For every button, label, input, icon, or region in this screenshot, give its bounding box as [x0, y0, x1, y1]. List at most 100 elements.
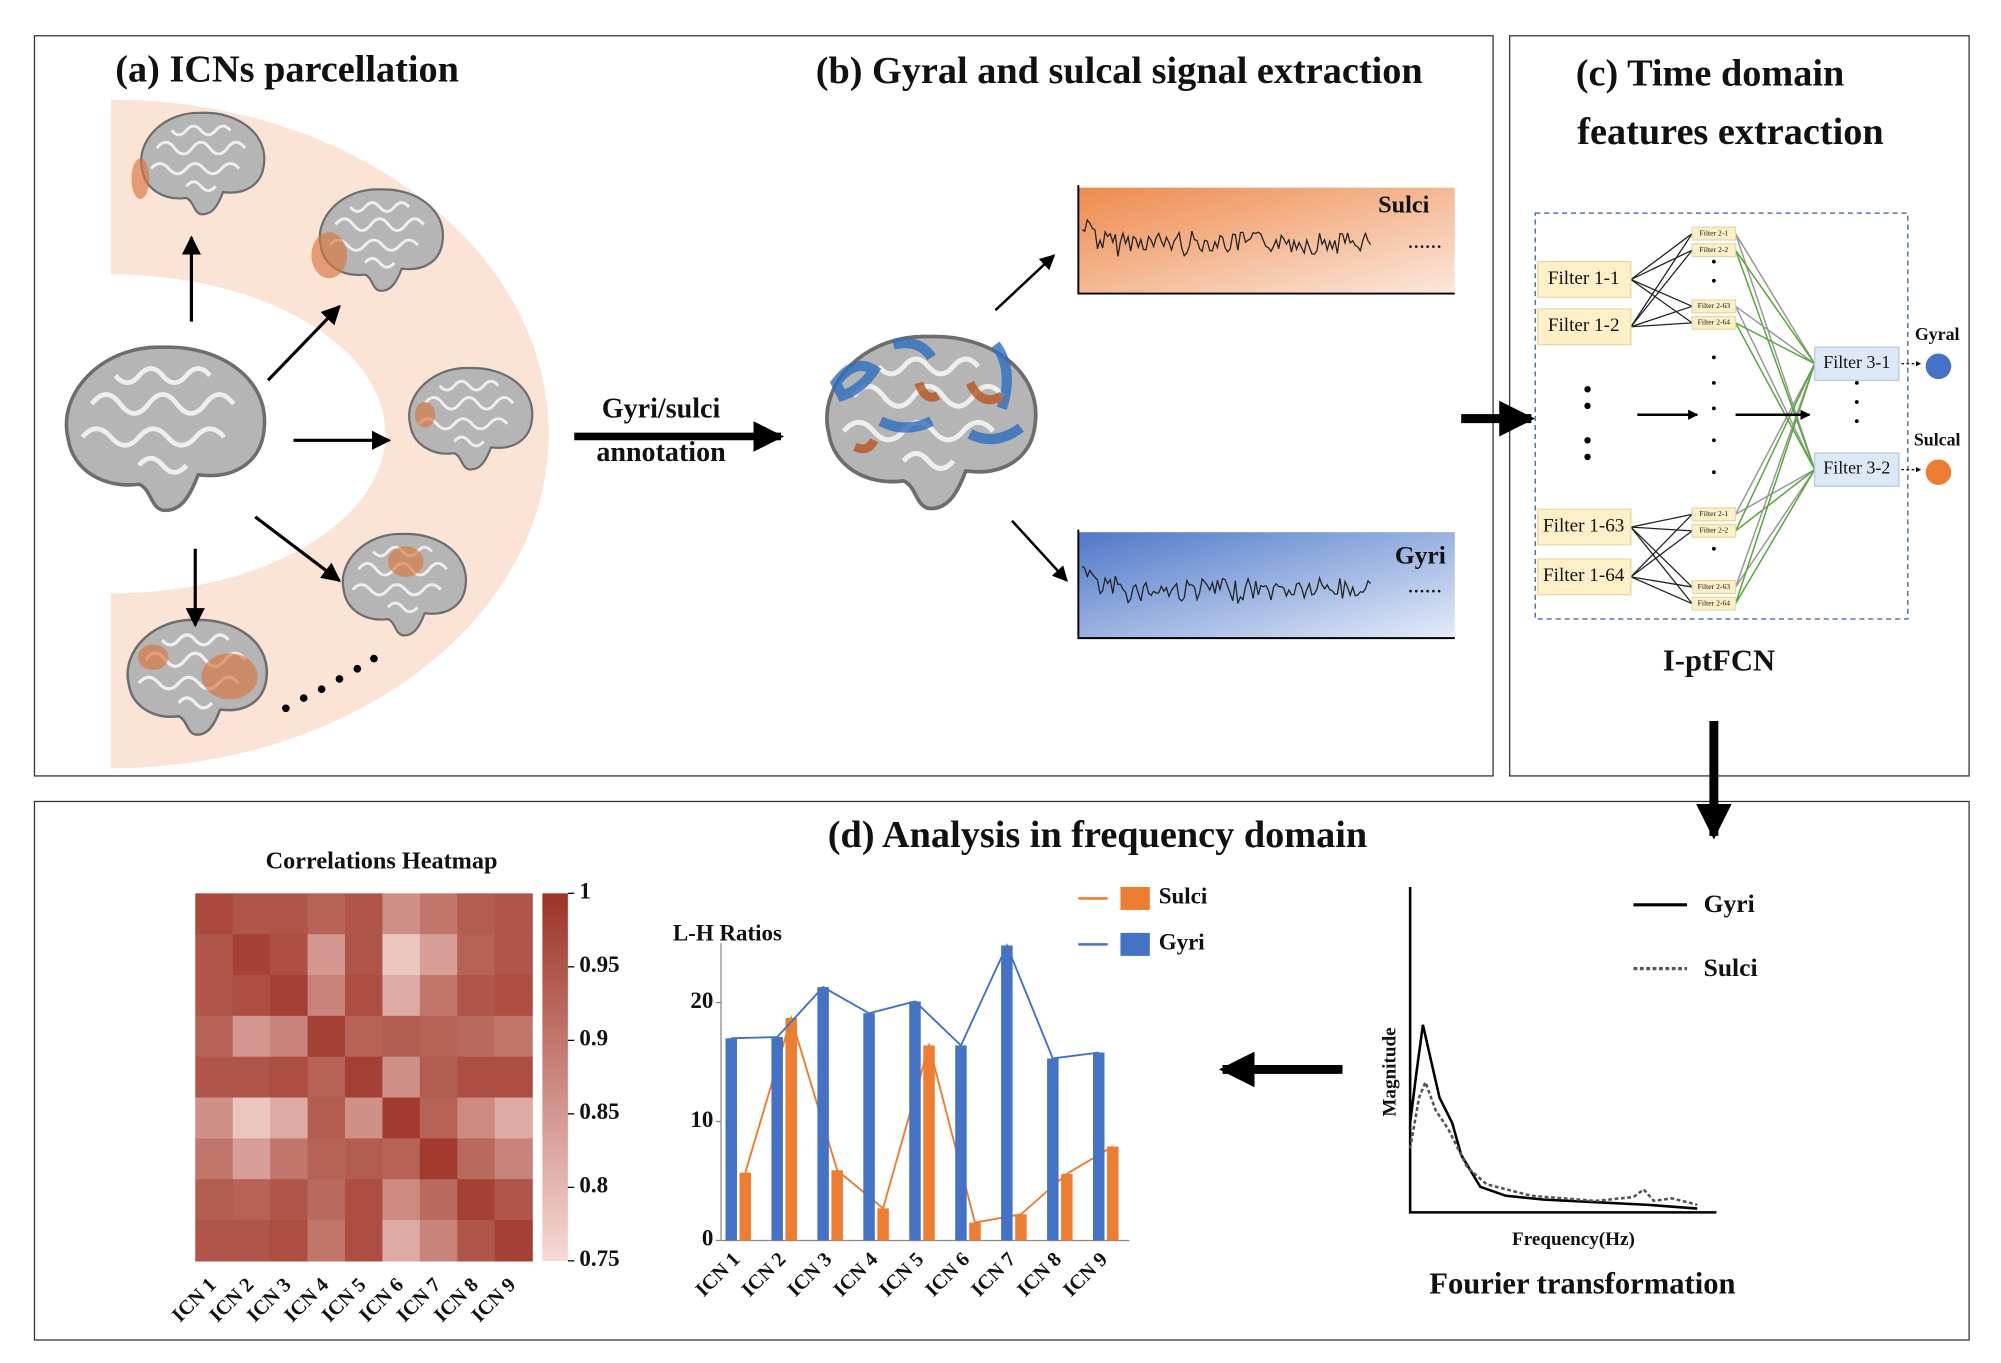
legend-swatch — [1120, 932, 1150, 956]
heatmap-cell — [494, 934, 533, 976]
legend-label: Gyri — [1159, 930, 1206, 955]
x-tick-label: ICN 7 — [967, 1248, 1020, 1301]
heatmap-cell — [344, 1179, 384, 1221]
connection — [1630, 576, 1693, 605]
x-axis-label: Frequency(Hz) — [1512, 1229, 1635, 1250]
colorbar-label: 0.85 — [579, 1099, 619, 1124]
filter-box — [1691, 523, 1737, 538]
heatmap-cell — [457, 1179, 496, 1221]
dot — [1854, 400, 1859, 404]
network: Filter 1-1 Filter 1-2 Filter 1-63 Filter 1-… — [1537, 226, 1961, 611]
heatmap-cell — [195, 1179, 234, 1221]
dot — [1711, 470, 1716, 475]
activation-patches — [131, 158, 436, 700]
heatmap-cell — [270, 1097, 309, 1139]
filter-label: Filter 2-1 — [1700, 509, 1729, 518]
heatmap-cell — [307, 1220, 346, 1262]
network-frame — [1534, 212, 1909, 620]
heatmap-cell — [270, 1056, 309, 1099]
connection — [1734, 249, 1816, 365]
output-node — [1925, 353, 1952, 380]
dot — [1854, 380, 1859, 385]
connection — [1630, 526, 1693, 605]
heatmap-cell — [419, 1015, 458, 1058]
dot — [1711, 406, 1716, 411]
heatmap-cell — [307, 934, 346, 976]
filter-label: Filter 2-1 — [1700, 228, 1729, 237]
heatmap-cell — [270, 934, 309, 976]
dot — [1711, 546, 1716, 551]
trend-line — [731, 943, 1099, 1060]
heatmap-cell — [270, 893, 309, 935]
heatmap-cell — [270, 1220, 309, 1262]
heatmap-cell — [382, 1015, 421, 1058]
signal-axes — [1077, 185, 1455, 640]
bar — [1093, 1052, 1105, 1241]
sulci-trace — [1081, 218, 1372, 257]
heatmap-cell — [307, 1015, 346, 1058]
filter-label: Filter 2-64 — [1698, 598, 1731, 607]
filter-box — [1691, 226, 1737, 241]
heatmap-cell — [494, 1056, 533, 1099]
heatmap-cell — [419, 1220, 458, 1262]
heatmap-cell — [419, 1179, 458, 1221]
filter-label: Filter 2-2 — [1700, 245, 1729, 254]
output-label: Sulcal — [1914, 430, 1961, 450]
heatmap-cell — [457, 1015, 496, 1058]
connection — [1735, 305, 1816, 365]
ellipsis: ...... — [1408, 572, 1442, 597]
connection — [1630, 513, 1693, 578]
heatmap-cell — [419, 1097, 458, 1139]
heatmap-cell — [457, 1220, 496, 1262]
heatmap-cell — [195, 1015, 234, 1058]
filter-box — [1537, 558, 1632, 596]
x-tick-label: ICN 4 — [829, 1248, 882, 1301]
dot — [1711, 259, 1716, 264]
heatmap-cell — [419, 934, 458, 976]
panel-d-frame — [33, 800, 1970, 1341]
filter-box — [1691, 299, 1737, 314]
panel-ab-frame — [33, 35, 1494, 777]
heatmap-cell — [195, 893, 234, 935]
filter-label: Filter 1-1 — [1548, 268, 1620, 289]
heatmap-cell — [307, 1097, 346, 1139]
heatmap-cell — [232, 934, 271, 976]
colorbar-label: 0.8 — [579, 1173, 608, 1198]
heatmap-cell — [344, 934, 384, 976]
heatmap-cell — [419, 1138, 458, 1180]
filter-label: Filter 2-64 — [1698, 318, 1731, 327]
heatmap-cell — [382, 934, 421, 976]
sulci-spectrum — [1408, 1078, 1698, 1206]
connection — [1734, 469, 1816, 588]
filter-label: Filter 2-63 — [1698, 582, 1731, 591]
heatmap-cell — [494, 975, 533, 1017]
heatmap-cell — [344, 1220, 384, 1262]
fourier-plot: Gyri Sulci Frequency(Hz) Magnitude Fouri… — [1379, 886, 1758, 1300]
heatmap-cell — [270, 1015, 309, 1058]
chart-title: L-H Ratios — [673, 921, 782, 946]
heatmap-cell — [419, 975, 458, 1017]
connection — [1734, 249, 1816, 470]
x-tick-label: ICN 3 — [784, 1248, 837, 1301]
bar — [863, 1013, 875, 1241]
connection — [1735, 322, 1816, 365]
heatmap-cell — [382, 1056, 421, 1099]
heatmap-cell — [457, 1138, 496, 1180]
root: (a) ICNs parcellation Gyri/sulci annotat… — [33, 35, 1970, 1341]
heatmap-cell — [270, 1179, 309, 1221]
connections — [1630, 233, 1816, 605]
connection — [1630, 530, 1693, 578]
heatmap-cell — [344, 1097, 384, 1139]
bar — [1107, 1146, 1119, 1241]
heatmap-cell — [382, 1179, 421, 1221]
panel-title: features extraction — [1577, 111, 1883, 153]
heatmap-cell — [457, 975, 496, 1017]
heatmap-cell — [307, 1179, 346, 1221]
heatmap-cell — [494, 1220, 533, 1262]
heatmap-cell — [232, 1097, 271, 1139]
bar — [831, 1170, 843, 1241]
gyri-signal-box — [1078, 532, 1455, 639]
heatmap-cell — [344, 893, 384, 935]
dot — [1584, 402, 1591, 410]
connection — [1734, 363, 1816, 604]
